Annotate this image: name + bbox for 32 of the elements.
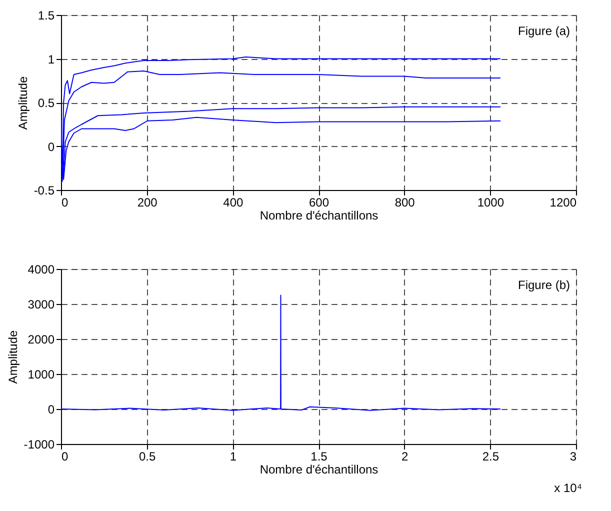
y-axis-title: Amplitude [16, 76, 30, 130]
x-tick-label: 1.5 [310, 450, 328, 464]
x-tick-label: 3 [570, 450, 577, 464]
x-tick-label: 2.5 [482, 450, 500, 464]
x-axis-title: Nombre d'échantillons [260, 208, 378, 222]
x-tick-label: 1000 [477, 196, 504, 210]
x-tick-label: 0.5 [138, 450, 156, 464]
y-tick-label: 0 [48, 402, 55, 416]
annotation: Figure (b) [518, 278, 570, 292]
y-tick-label: 2000 [28, 332, 55, 346]
x-tick-label: 1200 [550, 196, 577, 210]
x-tick-label: 400 [223, 196, 244, 210]
annotation: Figure (a) [518, 24, 570, 38]
text: x 10⁴ [554, 481, 582, 495]
x-tick-label: 0 [62, 450, 68, 464]
x-tick-label: 1 [230, 450, 237, 464]
x-tick-label: 0 [62, 196, 68, 210]
y-tick-label: 4000 [28, 262, 55, 276]
x-tick-label: 600 [308, 196, 330, 210]
y-tick-label: -0.5 [34, 184, 55, 198]
y-tick-label: 0.5 [38, 96, 55, 110]
y-tick-label: 0 [48, 140, 55, 154]
y-tick-label: -1000 [24, 438, 55, 452]
x-tick-label: 800 [394, 196, 416, 210]
x-tick-label: 200 [137, 196, 158, 210]
x-axis-title: Nombre d'échantillons [260, 462, 378, 476]
x-tick-label: 2 [401, 450, 408, 464]
y-tick-label: 1.5 [38, 8, 55, 22]
y-tick-label: 1 [48, 52, 55, 66]
y-axis-title: Amplitude [6, 330, 20, 384]
y-tick-label: 1000 [28, 368, 55, 382]
y-tick-label: 3000 [28, 298, 55, 312]
